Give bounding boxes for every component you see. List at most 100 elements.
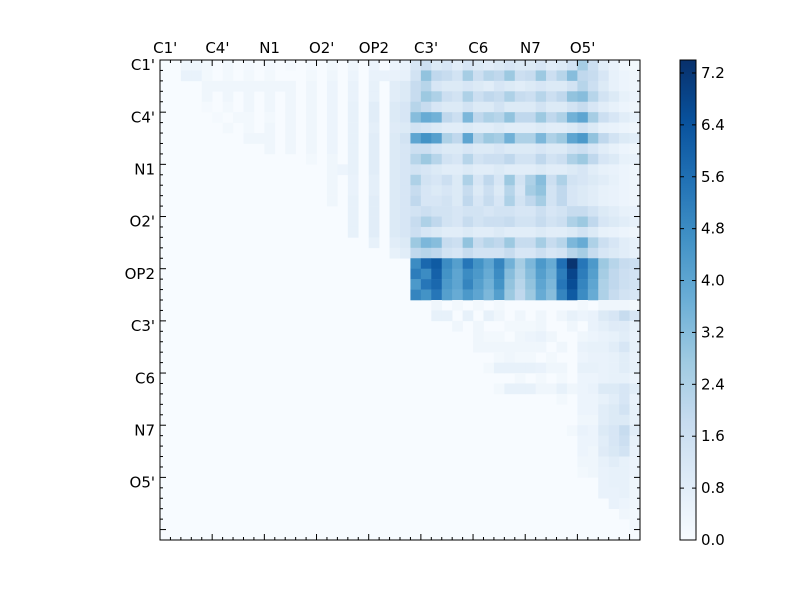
heatmap-cell bbox=[619, 164, 630, 176]
heatmap-cell bbox=[608, 80, 620, 92]
heatmap-cell bbox=[410, 279, 422, 290]
heatmap-cell bbox=[483, 174, 495, 186]
heatmap-cell bbox=[441, 122, 453, 134]
heatmap-cell bbox=[577, 195, 589, 207]
heatmap-cell bbox=[285, 143, 296, 155]
heatmap-cell bbox=[462, 289, 474, 301]
heatmap-cell bbox=[577, 466, 589, 478]
heatmap-cell bbox=[493, 268, 505, 280]
heatmap-cell bbox=[598, 112, 609, 123]
heatmap-cell bbox=[514, 352, 526, 363]
heatmap-cell bbox=[525, 289, 536, 301]
heatmap-cell bbox=[598, 289, 609, 301]
heatmap-cell bbox=[546, 164, 557, 176]
heatmap-cell bbox=[619, 487, 630, 499]
heatmap-cell bbox=[587, 352, 599, 363]
y-tick-label: N1 bbox=[134, 161, 155, 179]
x-tick-label: C1' bbox=[153, 39, 177, 57]
x-tick-label: C3' bbox=[414, 39, 438, 57]
heatmap-cell bbox=[587, 237, 599, 249]
heatmap-cell bbox=[504, 247, 516, 259]
heatmap-cell bbox=[629, 435, 641, 447]
heatmap-cell bbox=[587, 435, 599, 447]
heatmap-cell bbox=[629, 174, 641, 186]
heatmap-cell bbox=[608, 477, 620, 489]
heatmap-cell bbox=[368, 112, 380, 123]
heatmap-cell bbox=[629, 331, 641, 343]
heatmap-cell bbox=[525, 143, 536, 155]
heatmap-cell bbox=[598, 237, 609, 249]
heatmap-cell bbox=[629, 70, 641, 82]
heatmap-cell bbox=[608, 185, 620, 196]
heatmap-cell bbox=[556, 80, 568, 92]
heatmap-cell bbox=[514, 101, 526, 113]
heatmap-cell bbox=[619, 466, 630, 478]
heatmap-cell bbox=[619, 341, 630, 353]
heatmap-cell bbox=[441, 164, 453, 176]
heatmap-cell bbox=[525, 362, 536, 374]
heatmap-cell bbox=[483, 247, 495, 259]
y-tick-label: C3' bbox=[131, 317, 155, 335]
heatmap-cell bbox=[389, 80, 401, 92]
heatmap-cell bbox=[619, 174, 630, 186]
heatmap-cell bbox=[473, 247, 484, 259]
heatmap-cell bbox=[598, 206, 609, 217]
heatmap-cell bbox=[546, 143, 557, 155]
heatmap-cell bbox=[577, 352, 589, 363]
heatmap-cell bbox=[587, 91, 599, 103]
heatmap-cell bbox=[504, 206, 516, 217]
heatmap-cell bbox=[473, 133, 484, 144]
heatmap-cell bbox=[473, 195, 484, 207]
heatmap-cell bbox=[410, 206, 422, 217]
heatmap-cell bbox=[326, 101, 338, 113]
heatmap-cell bbox=[400, 206, 411, 217]
heatmap-cell bbox=[420, 164, 432, 176]
heatmap-cell bbox=[608, 216, 620, 228]
heatmap-cell bbox=[420, 195, 432, 207]
heatmap-cell bbox=[368, 174, 380, 186]
heatmap-cell bbox=[180, 70, 192, 82]
heatmap-cell bbox=[441, 143, 453, 155]
heatmap-cell bbox=[598, 487, 609, 499]
heatmap-cell bbox=[389, 247, 401, 259]
heatmap-cell bbox=[441, 185, 453, 196]
heatmap-cell bbox=[441, 247, 453, 259]
heatmap-cell bbox=[546, 237, 557, 249]
heatmap-cell bbox=[243, 122, 255, 134]
heatmap-cell bbox=[368, 70, 380, 82]
heatmap-cell bbox=[420, 247, 432, 259]
heatmap-cell bbox=[462, 122, 474, 134]
heatmap-cell bbox=[629, 195, 641, 207]
heatmap-cell bbox=[525, 185, 536, 196]
heatmap-cell bbox=[473, 226, 484, 238]
heatmap-cell bbox=[556, 174, 568, 186]
heatmap-cell bbox=[504, 133, 516, 144]
heatmap-cell bbox=[504, 164, 516, 176]
heatmap-cell bbox=[608, 331, 620, 343]
heatmap-cell bbox=[619, 310, 630, 322]
heatmap-cell bbox=[577, 80, 589, 92]
heatmap-cell bbox=[514, 143, 526, 155]
heatmap-cell bbox=[473, 143, 484, 155]
heatmap-cell bbox=[431, 216, 443, 228]
heatmap-cell bbox=[431, 101, 443, 113]
heatmap-cell bbox=[389, 101, 401, 113]
heatmap-cell bbox=[587, 310, 599, 322]
heatmap-cell bbox=[556, 289, 568, 301]
heatmap-cell bbox=[233, 112, 244, 123]
heatmap-cell bbox=[441, 310, 453, 322]
colorbar-tick-label: 6.4 bbox=[701, 116, 725, 134]
heatmap-cell bbox=[441, 60, 453, 71]
heatmap-cell bbox=[629, 300, 641, 311]
heatmap-cell bbox=[400, 195, 411, 207]
colorbar: 0.0 0.8 1.6 2.4 3.2 4.0 4.8 5.6 6.4 7.2 bbox=[679, 59, 725, 549]
heatmap-cell bbox=[483, 341, 495, 353]
heatmap-cell bbox=[452, 133, 463, 144]
heatmap-cell bbox=[629, 268, 641, 280]
heatmap-cell bbox=[587, 60, 599, 71]
y-tick-label: O2' bbox=[130, 213, 155, 231]
heatmap-cell bbox=[577, 331, 589, 343]
heatmap-cell bbox=[441, 226, 453, 238]
heatmap-cell bbox=[493, 122, 505, 134]
heatmap-cell bbox=[473, 164, 484, 176]
